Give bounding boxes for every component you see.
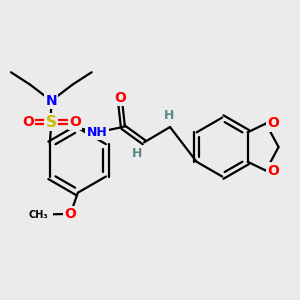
Text: O: O <box>64 207 76 221</box>
Text: CH₃: CH₃ <box>29 210 49 220</box>
Text: H: H <box>132 147 142 160</box>
Text: O: O <box>267 116 279 130</box>
Text: H: H <box>164 109 175 122</box>
Text: O: O <box>69 115 81 129</box>
Text: O: O <box>22 115 34 129</box>
Text: NH: NH <box>87 126 107 139</box>
Text: N: N <box>46 94 57 108</box>
Text: OCH: OCH <box>30 209 51 220</box>
Text: O: O <box>267 164 279 178</box>
Text: S: S <box>46 115 57 130</box>
Text: O: O <box>115 91 127 105</box>
